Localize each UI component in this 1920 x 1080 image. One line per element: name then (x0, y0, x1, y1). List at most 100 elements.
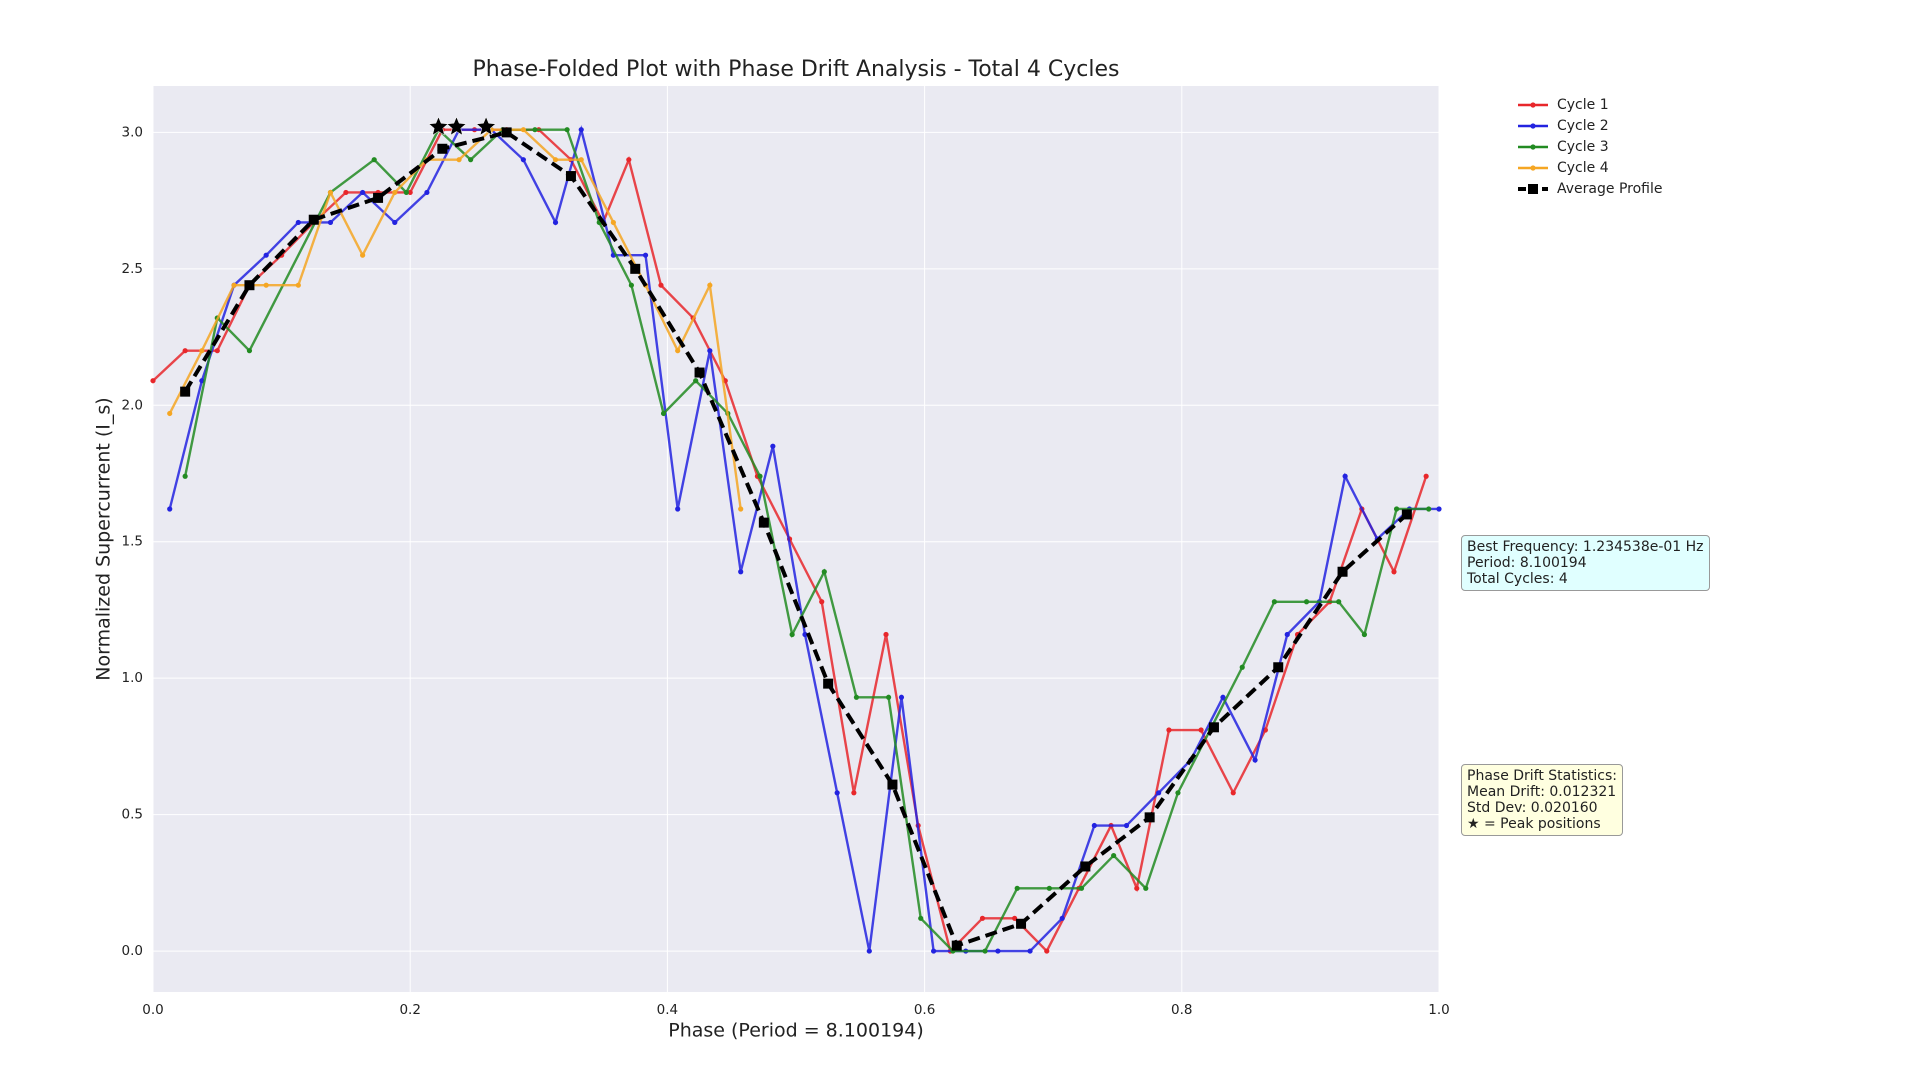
point-marker (738, 569, 744, 575)
point-marker (456, 157, 462, 163)
point-marker (1252, 757, 1258, 763)
point-marker (182, 473, 188, 479)
point-marker (360, 189, 366, 196)
point-marker (532, 127, 538, 133)
point-marker (1166, 727, 1172, 733)
point-marker (246, 348, 253, 354)
peak-star (475, 116, 497, 136)
y-tick-label: 2.5 (122, 261, 143, 277)
point-marker (883, 631, 889, 638)
point-marker (821, 569, 827, 575)
annotation-line: Mean Drift: 0.012321 (1467, 784, 1617, 800)
average-marker (437, 143, 448, 154)
point-marker (520, 157, 526, 163)
point-marker (628, 282, 634, 288)
point-marker (853, 694, 860, 700)
point-marker (343, 189, 349, 196)
point-marker (468, 157, 474, 163)
legend-label: Average Profile (1557, 181, 1662, 197)
average-marker (501, 127, 512, 138)
annotation-line: Phase Drift Statistics: (1467, 768, 1618, 784)
point-marker (578, 127, 584, 133)
plot-area (153, 86, 1439, 992)
average-marker (1016, 918, 1027, 929)
frequency-box: Best Frequency: 1.234538e-01 Hz Period: 8… (1461, 535, 1710, 591)
point-marker (757, 473, 763, 479)
point-marker (982, 948, 988, 954)
point-marker (819, 599, 825, 605)
x-tick-label: 0.2 (399, 1002, 420, 1018)
point-marker (564, 127, 570, 133)
point-marker (885, 694, 892, 700)
point-marker (1220, 694, 1226, 700)
point-marker (898, 694, 905, 700)
point-marker (578, 157, 584, 163)
y-axis-label: Normalized Supercurrent (I_s) (93, 397, 115, 680)
point-marker (295, 219, 301, 226)
point-marker (789, 631, 795, 638)
average-marker (1208, 722, 1219, 733)
point-marker (1134, 885, 1140, 891)
point-marker (979, 915, 986, 921)
legend-label: Cycle 1 (1557, 97, 1609, 113)
point-marker (263, 282, 269, 288)
point-marker (1239, 664, 1245, 670)
point-marker (1044, 948, 1050, 954)
average-marker (180, 386, 191, 397)
average-marker (308, 214, 319, 225)
legend-marker (1530, 144, 1536, 150)
point-marker (214, 348, 220, 354)
point-marker (360, 252, 366, 258)
peak-star (446, 116, 467, 136)
point-marker (150, 378, 156, 384)
y-tick-label: 3.0 (122, 124, 143, 140)
x-tick-label: 1.0 (1428, 1002, 1449, 1018)
point-marker (167, 506, 173, 512)
point-marker (802, 631, 808, 638)
legend-label: Cycle 3 (1557, 139, 1609, 155)
peak-star (428, 116, 449, 136)
point-marker (552, 157, 559, 163)
point-marker (1284, 631, 1290, 638)
y-tick-label: 0.0 (122, 943, 143, 959)
point-marker (1198, 727, 1204, 733)
point-marker (707, 282, 713, 288)
point-marker (295, 282, 301, 288)
point-marker (1342, 473, 1348, 479)
point-marker (918, 915, 924, 921)
legend-marker (1528, 184, 1538, 194)
point-marker (642, 252, 649, 258)
point-marker (931, 948, 937, 954)
point-marker (1156, 790, 1162, 796)
legend-marker (1530, 123, 1536, 129)
average-marker (951, 940, 962, 951)
legend-label: Cycle 4 (1557, 160, 1609, 176)
point-marker (1336, 599, 1342, 605)
average-marker (1337, 566, 1348, 577)
average-marker (1080, 861, 1091, 872)
point-marker (1123, 822, 1130, 829)
point-marker (1111, 852, 1117, 859)
point-marker (552, 219, 559, 226)
point-marker (1436, 506, 1442, 512)
average-marker (1144, 812, 1155, 823)
annotation-line: Total Cycles: 4 (1467, 571, 1568, 587)
average-marker (758, 517, 769, 528)
average-marker (630, 263, 641, 274)
point-marker (834, 790, 840, 796)
average-marker (887, 779, 898, 790)
point-marker (770, 443, 776, 449)
annotation-line: Std Dev: 0.020160 (1467, 800, 1598, 816)
point-marker (1143, 885, 1149, 891)
point-marker (407, 189, 413, 196)
point-marker (1423, 473, 1429, 479)
point-marker (707, 348, 713, 354)
point-marker (424, 189, 430, 196)
annotation-line: Best Frequency: 1.234538e-01 Hz (1467, 539, 1704, 555)
x-tick-label: 0.8 (1171, 1002, 1192, 1018)
point-marker (327, 189, 334, 196)
y-tick-label: 1.0 (122, 670, 143, 686)
y-tick-label: 1.5 (122, 534, 143, 550)
point-marker (610, 219, 616, 226)
